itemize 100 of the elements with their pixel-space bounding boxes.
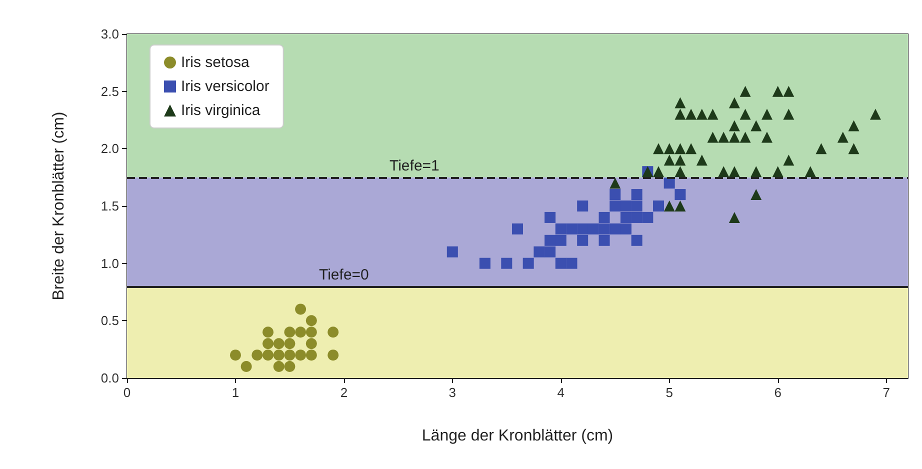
point — [295, 326, 306, 338]
point — [707, 132, 718, 143]
point — [544, 212, 556, 223]
point — [653, 166, 664, 178]
point — [728, 166, 740, 178]
point — [306, 350, 317, 361]
point — [284, 361, 296, 372]
point — [674, 143, 686, 154]
point — [262, 326, 274, 338]
point — [306, 338, 317, 350]
y-tick-label: 2.0 — [100, 141, 119, 156]
x-tick-label: 1 — [232, 385, 240, 400]
point — [728, 120, 740, 132]
x-tick-label: 6 — [774, 385, 782, 400]
point — [696, 108, 708, 120]
point — [761, 132, 772, 143]
point — [631, 189, 642, 200]
point — [837, 132, 848, 143]
point — [577, 200, 588, 212]
point — [284, 326, 296, 338]
point — [446, 246, 458, 258]
point — [674, 108, 686, 120]
point — [522, 258, 534, 269]
point — [555, 234, 566, 246]
point — [252, 350, 263, 361]
point — [772, 166, 784, 178]
point — [577, 234, 588, 246]
point — [674, 200, 686, 212]
point — [512, 223, 523, 234]
point — [653, 200, 664, 212]
point — [674, 97, 686, 108]
point — [740, 132, 751, 143]
point — [306, 315, 317, 326]
legend-label: Iris versicolor — [181, 78, 270, 95]
point — [620, 223, 632, 234]
point — [674, 154, 686, 166]
point — [653, 143, 664, 154]
point — [848, 143, 860, 154]
point — [664, 200, 675, 212]
point — [328, 326, 339, 338]
point — [783, 154, 794, 166]
point — [631, 212, 642, 223]
y-axis-title: Breite der Kronblätter (cm) — [50, 112, 68, 300]
y-tick-label: 1.0 — [100, 256, 119, 271]
point — [740, 86, 751, 97]
point — [696, 154, 708, 166]
point — [262, 338, 274, 350]
point — [273, 338, 284, 350]
annotation: Tiefe=0 — [318, 266, 369, 284]
legend-label: Iris setosa — [181, 54, 250, 71]
point — [750, 120, 762, 132]
point — [620, 200, 632, 212]
x-tick-label: 2 — [340, 385, 348, 400]
point — [718, 166, 730, 178]
point — [598, 223, 610, 234]
point — [631, 200, 642, 212]
point — [620, 212, 632, 223]
legend-label: Iris virginica — [181, 102, 261, 119]
point — [816, 143, 827, 154]
point — [686, 108, 697, 120]
point — [479, 258, 490, 269]
x-axis-title: Länge der Kronblätter (cm) — [422, 428, 614, 444]
point — [761, 108, 772, 120]
point — [262, 350, 274, 361]
point — [230, 350, 241, 361]
point — [306, 326, 317, 338]
point — [870, 108, 881, 120]
x-tick-label: 5 — [666, 385, 673, 400]
x-tick-label: 3 — [448, 385, 456, 400]
point — [728, 212, 740, 223]
y-tick-label: 1.5 — [100, 198, 119, 214]
point — [534, 246, 545, 258]
point — [783, 86, 794, 97]
point — [610, 223, 621, 234]
point — [273, 350, 284, 361]
point — [750, 166, 762, 178]
y-tick-label: 3.0 — [100, 26, 119, 42]
annotation: Tiefe=1 — [390, 157, 440, 174]
point — [328, 350, 339, 361]
point — [566, 223, 578, 234]
point — [740, 108, 751, 120]
y-tick-label: 2.5 — [100, 84, 119, 99]
point — [544, 246, 556, 258]
point — [284, 338, 296, 350]
point — [610, 178, 621, 189]
point — [664, 154, 675, 166]
x-tick-label: 7 — [882, 385, 890, 400]
point — [284, 350, 296, 361]
point — [598, 234, 610, 246]
x-tick-label: 0 — [123, 385, 131, 400]
point — [240, 361, 252, 372]
point — [555, 223, 566, 234]
point — [295, 350, 306, 361]
point — [664, 143, 675, 154]
point — [610, 200, 621, 212]
point — [555, 258, 566, 269]
point — [728, 97, 740, 108]
point — [273, 361, 284, 372]
point — [804, 166, 816, 178]
point — [772, 86, 784, 97]
